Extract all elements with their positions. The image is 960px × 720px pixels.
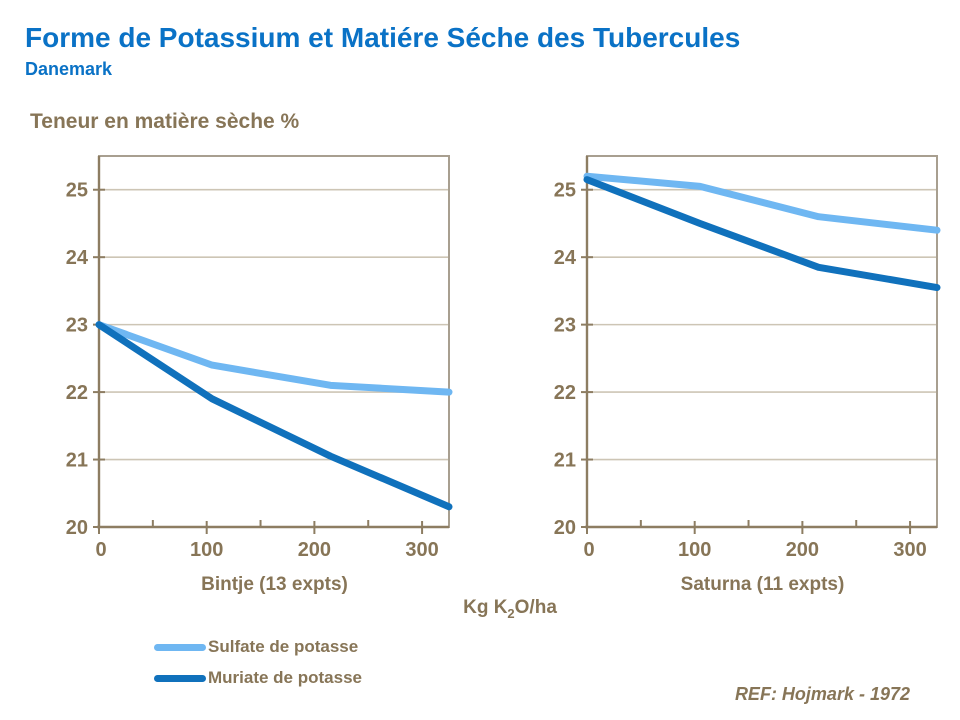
sulfate-line-swatch [154, 643, 206, 651]
x-axis-title: Kg K2O/ha [410, 597, 610, 621]
legend: Sulfate de potasse Muriate de potasse [154, 637, 362, 688]
y-tick-label: 20 [554, 517, 576, 539]
legend-label-muriate: Muriate de potasse [208, 668, 362, 687]
reference-text: REF: Hojmark - 1972 [734, 684, 910, 704]
page-subtitle: Danemark [25, 59, 113, 79]
y-tick-label: 24 [66, 247, 89, 269]
page-title: Forme de Potassium et Matiére Séche des … [25, 22, 741, 53]
x-axis-title-sub: 2 [507, 605, 515, 621]
series-line-sulfate [583, 172, 941, 234]
muriate-line-swatch [154, 674, 206, 682]
y-tick-label: 24 [554, 247, 577, 269]
legend-row-muriate: Muriate de potasse [154, 668, 362, 688]
x-axis-title-pre: Kg K [463, 597, 508, 618]
chart-saturna: 20 21 22 23 24 25 0 100 200 300 [554, 155, 941, 561]
y-tick-label: 22 [66, 382, 88, 404]
legend-row-sulfate: Sulfate de potasse [154, 637, 362, 657]
x-tick-label: 300 [893, 539, 926, 561]
chart-caption-saturna: Saturna (11 expts) [680, 574, 845, 595]
x-tick-label: 100 [678, 539, 711, 561]
series-line-sulfate [95, 321, 453, 396]
y-tick-label: 22 [554, 382, 576, 404]
x-tick-label: 300 [405, 539, 438, 561]
y-tick-label: 25 [66, 180, 88, 202]
y-tick-label: 20 [66, 517, 88, 539]
series-line-muriate [95, 321, 453, 511]
x-tick-label: 0 [583, 539, 594, 561]
chart-caption-bintje: Bintje (13 expts) [201, 574, 348, 595]
legend-label-sulfate: Sulfate de potasse [208, 637, 359, 656]
x-axis-title-post: O/ha [514, 597, 557, 618]
plot-frame [586, 155, 938, 528]
y-tick-label: 23 [66, 315, 88, 337]
chart-bintje: 20 21 22 23 24 25 0 100 200 300 [66, 155, 453, 561]
x-tick-label: 200 [298, 539, 331, 561]
x-tick-label: 200 [786, 539, 819, 561]
x-tick-label: 100 [190, 539, 223, 561]
y-tick-label: 21 [66, 450, 88, 472]
y-tick-label: 21 [554, 450, 576, 472]
x-tick-label: 0 [95, 539, 106, 561]
y-tick-label: 23 [554, 315, 576, 337]
series-line-muriate [583, 176, 941, 292]
y-tick-label: 25 [554, 180, 576, 202]
y-axis-title: Teneur en matière sèche % [30, 110, 300, 133]
